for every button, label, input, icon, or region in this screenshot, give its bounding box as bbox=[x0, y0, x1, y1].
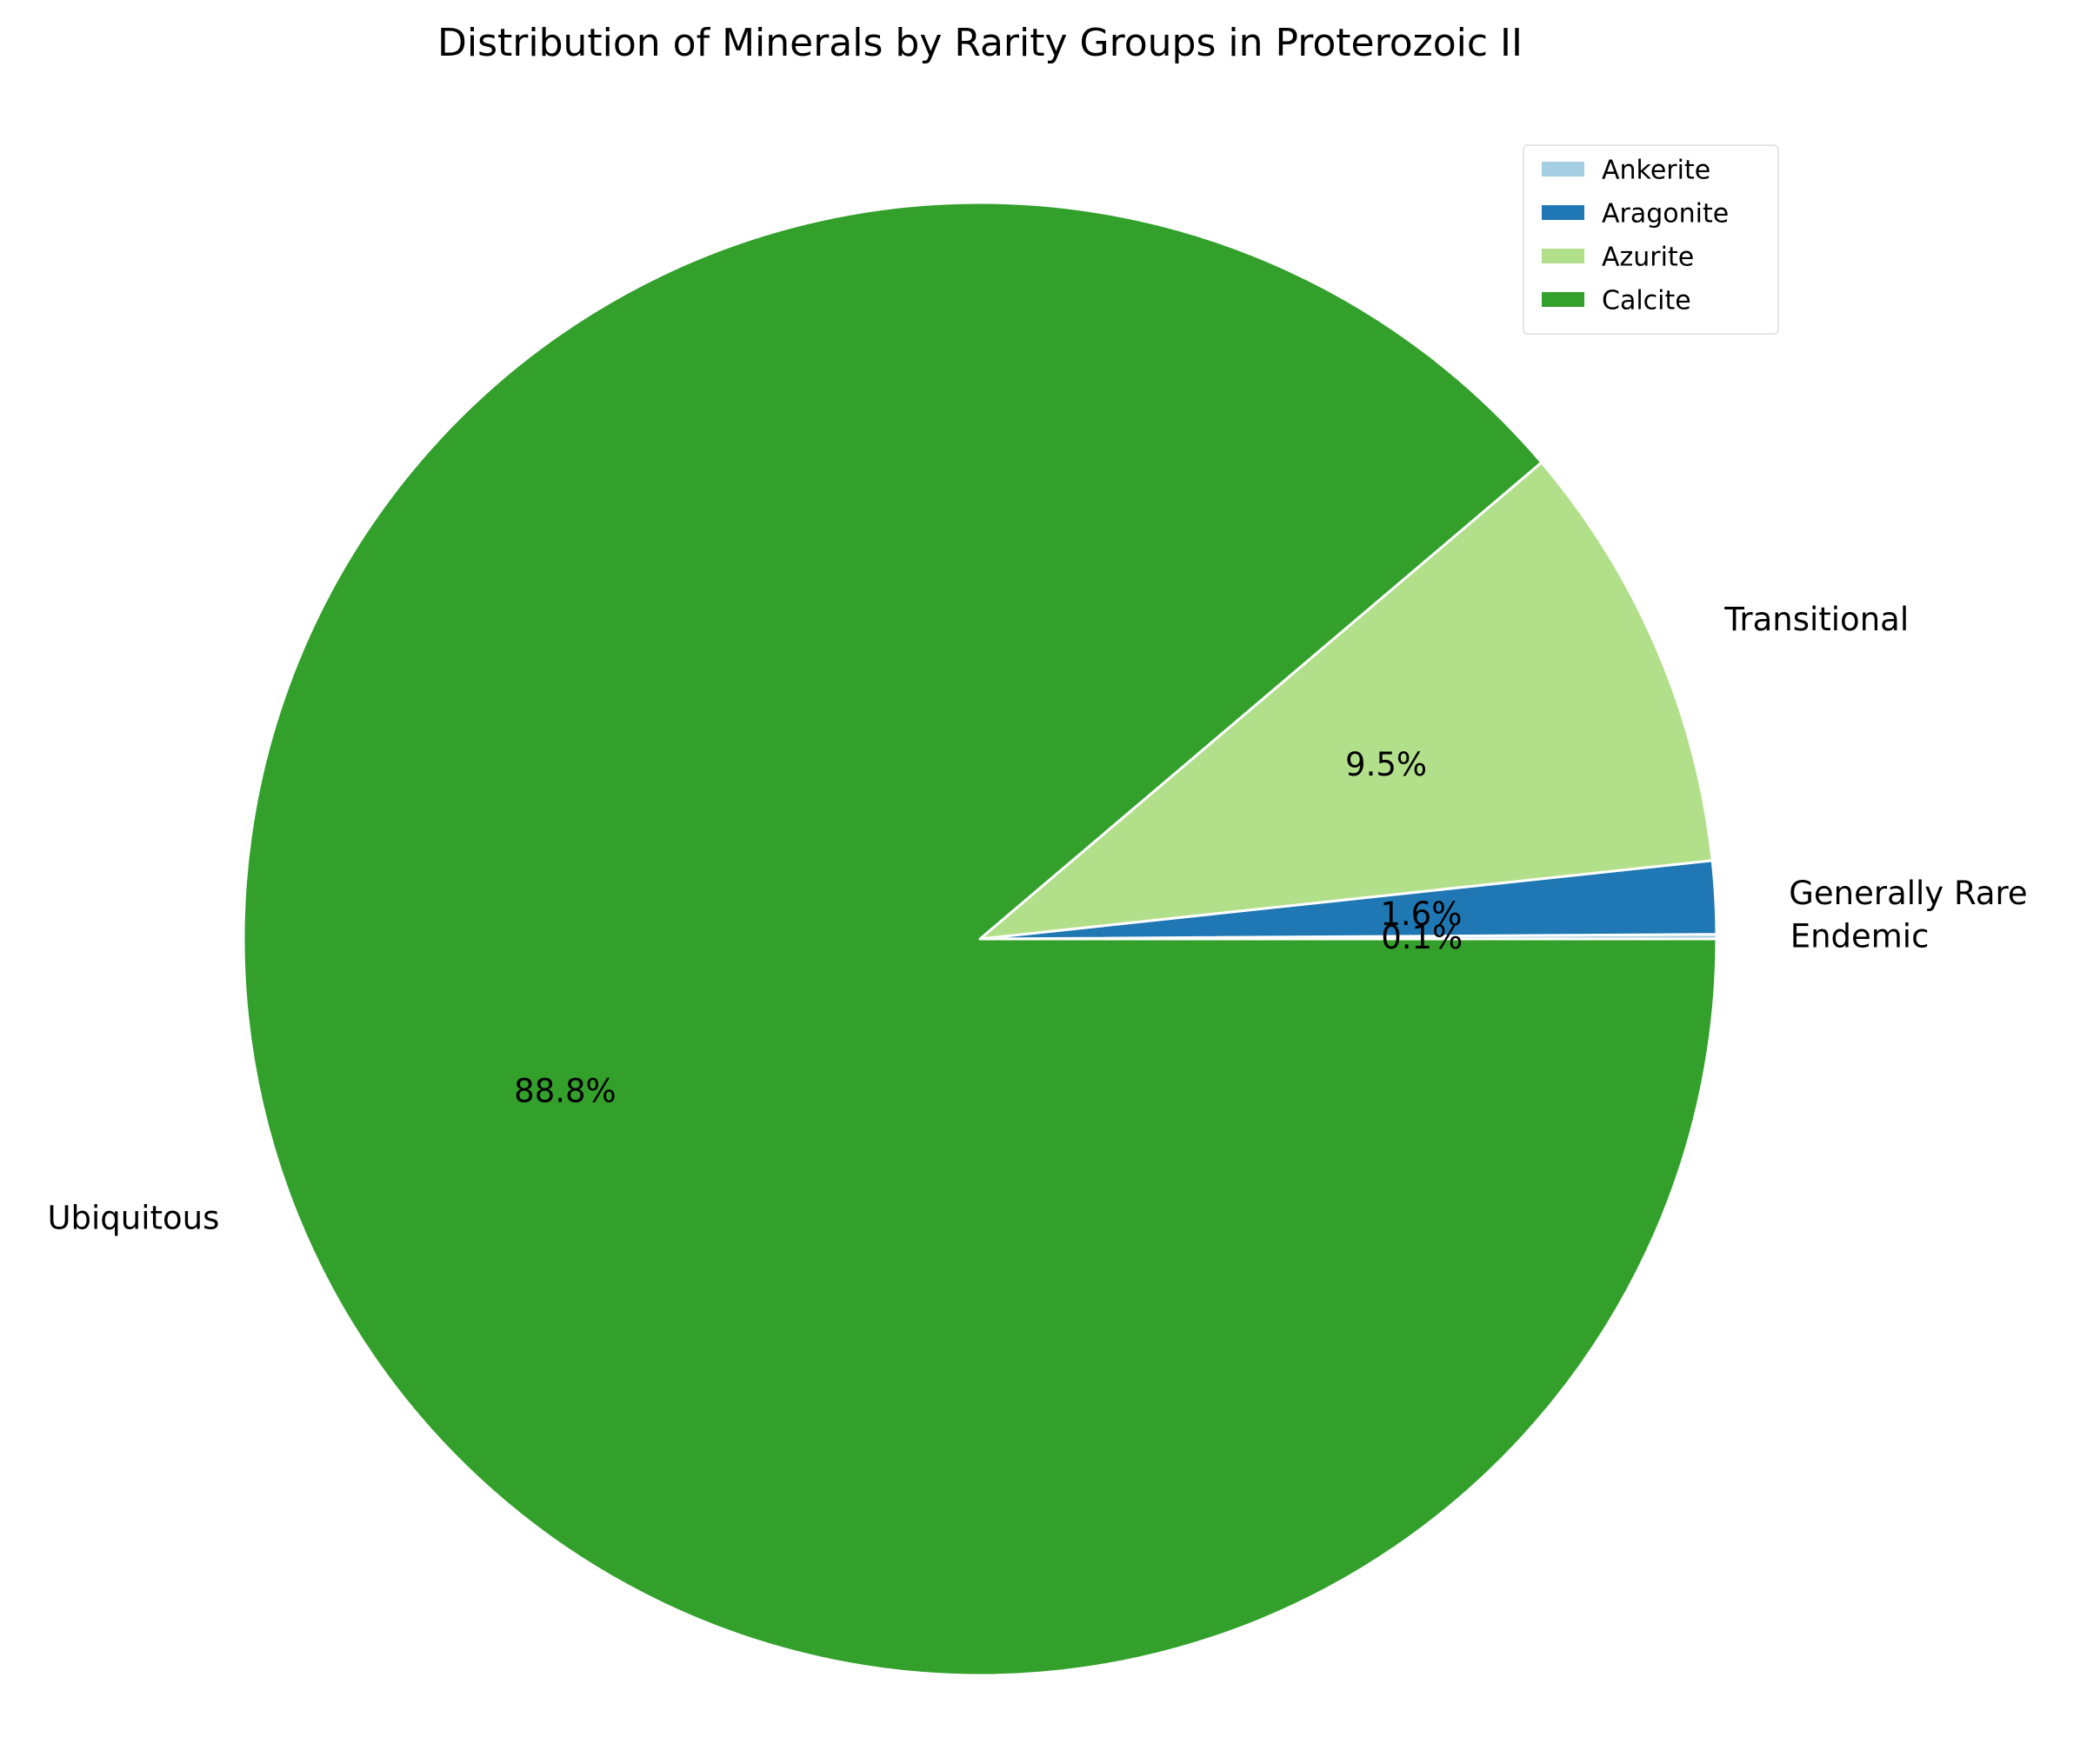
slice-label-ubiquitous: Ubiquitous bbox=[47, 1200, 219, 1237]
legend-item-azurite: Azurite bbox=[1542, 243, 1694, 273]
pie-slice-ubiquitous bbox=[242, 201, 1718, 1677]
legend-swatch-calcite bbox=[1542, 292, 1584, 307]
pie-slice-transitional bbox=[978, 461, 1714, 941]
slice-labels: Endemic Generally Rare Transitional Ubiquit… bbox=[47, 601, 2027, 1236]
slice-label-transitional: Transitional bbox=[1723, 601, 1909, 638]
chart-title: Distribution of Minerals by Rarity Group… bbox=[437, 21, 1523, 65]
pct-label-endemic: 0.1% bbox=[1381, 919, 1463, 956]
legend-swatch-aragonite bbox=[1542, 205, 1584, 220]
legend: Ankerite Aragonite Azurite Calcite bbox=[1523, 144, 1779, 335]
legend-frame bbox=[1523, 144, 1779, 335]
pct-label-generally-rare: 1.6% bbox=[1380, 895, 1462, 933]
slice-label-generally-rare: Generally Rare bbox=[1789, 875, 2027, 912]
legend-item-calcite: Calcite bbox=[1542, 286, 1691, 316]
legend-swatch-ankerite bbox=[1542, 162, 1584, 176]
legend-label-ankerite: Ankerite bbox=[1602, 156, 1710, 186]
slice-label-endemic: Endemic bbox=[1790, 918, 1930, 955]
pct-label-ubiquitous: 88.8% bbox=[514, 1073, 617, 1110]
percent-labels: 0.1%1.6% 9.5% 88.8% bbox=[514, 746, 1463, 1110]
legend-entries: Ankerite Aragonite Azurite Calcite bbox=[1542, 156, 1729, 316]
legend-item-ankerite: Ankerite bbox=[1542, 156, 1710, 186]
legend-label-aragonite: Aragonite bbox=[1602, 199, 1729, 230]
pie-slices bbox=[242, 201, 1718, 1677]
pct-label-transitional: 9.5% bbox=[1345, 746, 1427, 783]
legend-label-calcite: Calcite bbox=[1602, 286, 1691, 316]
legend-swatch-azurite bbox=[1542, 249, 1584, 263]
legend-label-azurite: Azurite bbox=[1602, 243, 1694, 273]
legend-item-aragonite: Aragonite bbox=[1542, 199, 1729, 230]
